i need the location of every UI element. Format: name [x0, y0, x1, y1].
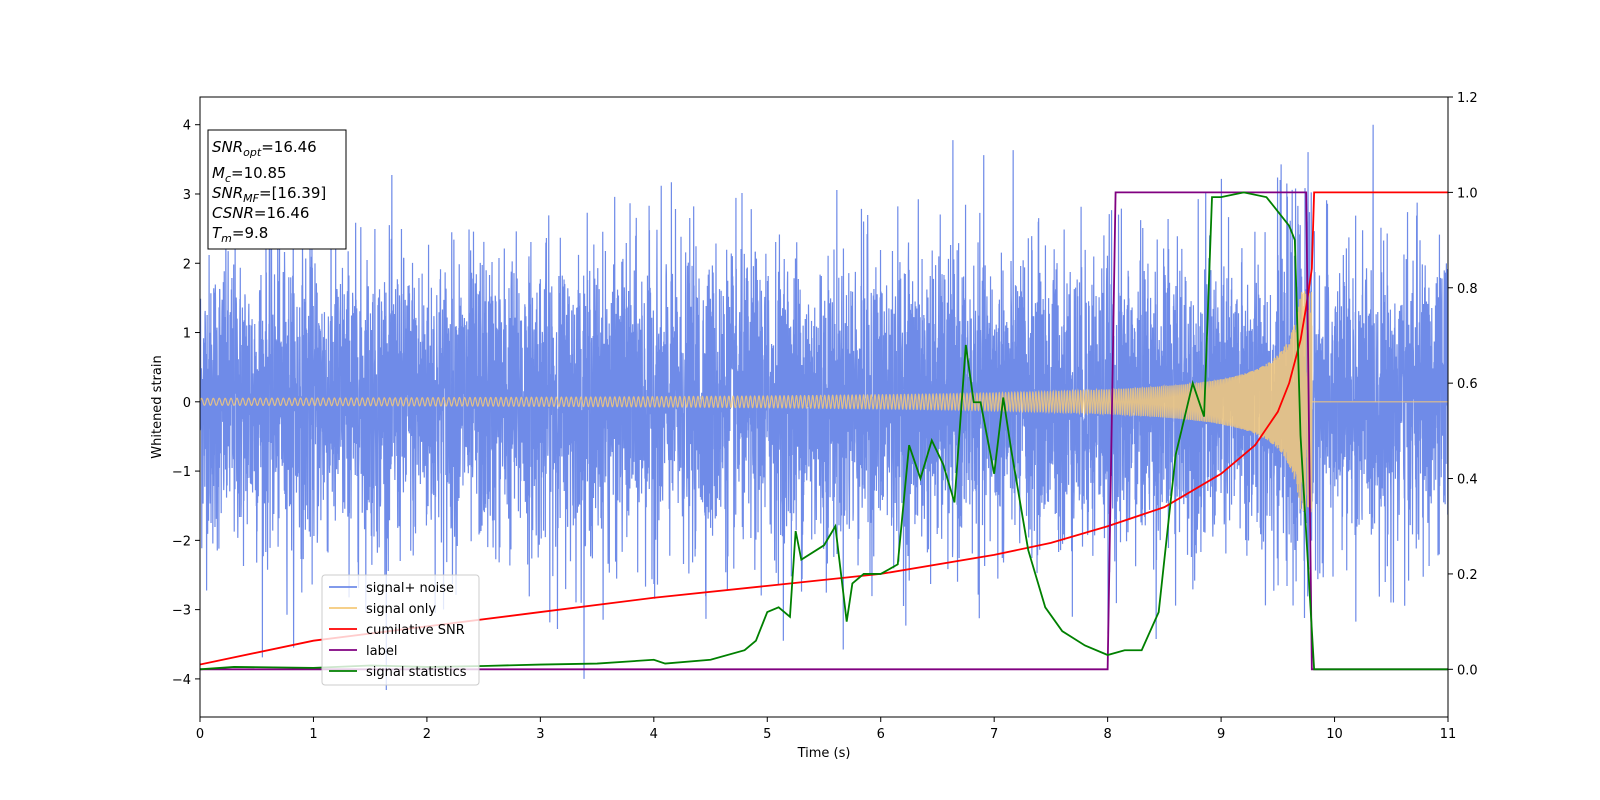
y-tick-label: −3	[172, 604, 191, 619]
y-right-axis-ticks: 0.0 0.2 0.4 0.6 0.8 1.0 1.2	[1448, 91, 1478, 678]
y-right-tick-label: 0.8	[1457, 282, 1478, 297]
legend-label-text: signal statistics	[366, 665, 467, 680]
y-right-tick-label: 1.0	[1457, 186, 1478, 201]
x-tick-label: 3	[536, 727, 544, 742]
info-tm: Tm=9.8	[212, 224, 268, 245]
legend-label-text: signal only	[366, 602, 436, 617]
info-mc: Mc=10.85	[212, 164, 287, 185]
y-axis-ticks: −4 −3 −2 −1 0 1 2 3 4	[172, 119, 200, 688]
legend-signal-statistics: signal statistics	[329, 665, 467, 680]
info-box: SNRopt=16.46 Mc=10.85 SNRMF=[16.39] CSNR…	[207, 129, 347, 250]
y-tick-label: 0	[183, 396, 191, 411]
y-right-tick-label: 0.2	[1457, 568, 1478, 583]
x-tick-label: 10	[1326, 727, 1343, 742]
y-tick-label: 2	[183, 257, 191, 272]
legend-signal-noise: signal+ noise	[329, 581, 454, 596]
y-tick-label: 3	[183, 188, 191, 203]
y-tick-label: −2	[172, 534, 191, 549]
x-tick-label: 0	[196, 727, 204, 742]
y-right-tick-label: 0.0	[1457, 663, 1478, 678]
y-right-tick-label: 1.2	[1457, 91, 1478, 106]
y-tick-label: −1	[172, 465, 191, 480]
x-tick-label: 8	[1103, 727, 1111, 742]
info-snr-opt: SNRopt=16.46	[212, 138, 317, 159]
y-axis-label: Whitened strain	[150, 355, 165, 458]
series-cumulative-snr	[200, 191, 1448, 666]
x-tick-label: 1	[309, 727, 317, 742]
legend: signal+ noise signal only cumilative SNR la…	[321, 574, 480, 686]
x-tick-label: 5	[763, 727, 771, 742]
legend-label-text: label	[366, 644, 397, 659]
plot-series	[200, 124, 1448, 690]
legend-label: label	[329, 644, 397, 659]
series-signal-only	[200, 290, 1448, 513]
x-tick-label: 2	[423, 727, 431, 742]
x-axis-label: Time (s)	[797, 746, 851, 761]
legend-items: signal+ noise signal only cumilative SNR la…	[329, 581, 467, 680]
info-box-frame	[207, 129, 347, 250]
x-axis-ticks: 0 1 2 3 4 5 6 7 8 9 10 11	[196, 717, 1456, 742]
y-right-tick-label: 0.6	[1457, 377, 1478, 392]
x-tick-label: 7	[990, 727, 998, 742]
plot-frame	[199, 96, 1449, 718]
legend-label-text: cumilative SNR	[366, 623, 465, 638]
x-tick-label: 6	[877, 727, 885, 742]
x-tick-label: 11	[1440, 727, 1457, 742]
x-tick-label: 9	[1217, 727, 1225, 742]
legend-label-text: signal+ noise	[366, 581, 454, 596]
series-signal-statistics	[200, 191, 1448, 671]
y-tick-label: 4	[183, 119, 191, 134]
legend-cumulative-snr: cumilative SNR	[329, 623, 465, 638]
y-tick-label: −4	[172, 673, 191, 688]
legend-signal-only: signal only	[329, 602, 436, 617]
y-tick-label: 1	[183, 327, 191, 342]
y-right-tick-label: 0.4	[1457, 473, 1478, 488]
x-tick-label: 4	[650, 727, 658, 742]
legend-frame	[321, 574, 480, 686]
info-csnr: CSNR=16.46	[212, 204, 309, 222]
info-snr-mf: SNRMF=[16.39]	[212, 184, 326, 205]
